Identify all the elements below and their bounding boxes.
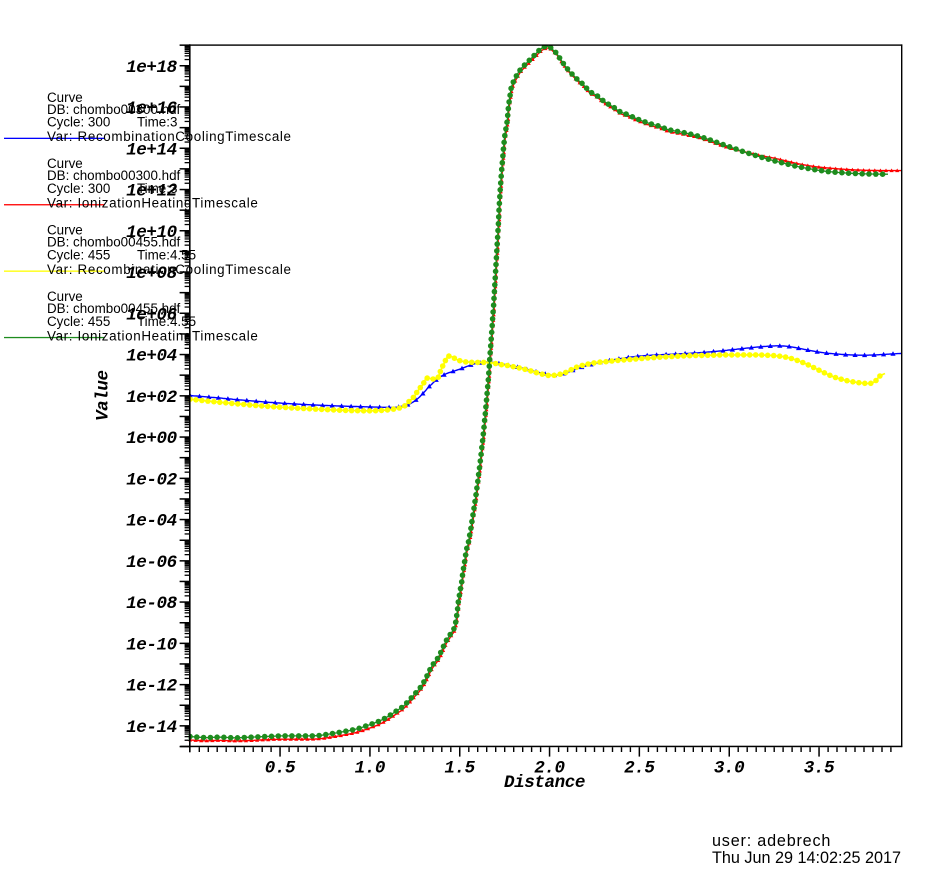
svg-text:DB: chombo00455.hdf: DB: chombo00455.hdf (47, 235, 181, 250)
svg-text:Thu Jun 29 14:02:25 2017: Thu Jun 29 14:02:25 2017 (712, 849, 901, 867)
svg-text:1e-08: 1e-08 (126, 594, 178, 614)
svg-text:Curve: Curve (47, 156, 83, 171)
svg-text:Cycle: 455: Cycle: 455 (47, 247, 110, 262)
svg-text:1.0: 1.0 (355, 758, 386, 778)
svg-text:1e+06: 1e+06 (126, 305, 178, 325)
svg-text:1e+14: 1e+14 (126, 140, 177, 160)
svg-text:1e+00: 1e+00 (126, 429, 178, 449)
svg-text:Time:3: Time:3 (137, 115, 177, 130)
svg-text:1e-10: 1e-10 (126, 636, 178, 656)
svg-text:Time:4.55: Time:4.55 (137, 247, 196, 262)
svg-text:DB: chombo00300.hdf: DB: chombo00300.hdf (47, 168, 181, 183)
svg-text:1e+12: 1e+12 (126, 182, 178, 202)
svg-text:DB: chombo00455.hdf: DB: chombo00455.hdf (47, 301, 181, 316)
svg-text:DB: chombo00300.hdf: DB: chombo00300.hdf (47, 102, 181, 117)
svg-text:Time:4.55: Time:4.55 (137, 314, 196, 329)
svg-text:Cycle: 300: Cycle: 300 (47, 181, 110, 196)
svg-text:1e-06: 1e-06 (126, 553, 178, 573)
svg-text:2.5: 2.5 (624, 758, 655, 778)
svg-text:3.0: 3.0 (714, 758, 745, 778)
svg-text:Var: RecombinationCoolingTimes: Var: RecombinationCoolingTimescale (47, 262, 292, 277)
svg-text:1e-14: 1e-14 (126, 718, 177, 738)
svg-text:2.0: 2.0 (534, 758, 565, 778)
svg-text:1e+04: 1e+04 (126, 347, 177, 367)
svg-text:Value: Value (93, 370, 113, 421)
svg-text:Curve: Curve (47, 90, 83, 105)
svg-text:Curve: Curve (47, 223, 83, 238)
svg-text:3.5: 3.5 (804, 758, 835, 778)
svg-text:1e+16: 1e+16 (126, 99, 178, 119)
svg-text:Distance: Distance (504, 773, 585, 793)
svg-text:user: adebrech: user: adebrech (712, 832, 831, 850)
svg-text:Curve: Curve (47, 289, 83, 304)
svg-text:1e-04: 1e-04 (126, 512, 177, 532)
svg-text:1e-12: 1e-12 (126, 677, 178, 697)
svg-text:1e-02: 1e-02 (126, 470, 178, 490)
svg-text:1e+18: 1e+18 (126, 58, 178, 78)
svg-text:Var: IonizationHeatingTimescal: Var: IonizationHeatingTimescale (47, 196, 258, 211)
svg-text:Var: RecombinationCoolingTimes: Var: RecombinationCoolingTimescale (47, 129, 292, 144)
svg-text:1e+10: 1e+10 (126, 223, 178, 243)
svg-text:1e+08: 1e+08 (126, 264, 178, 284)
svg-text:0.5: 0.5 (265, 758, 296, 778)
svg-text:Time:3: Time:3 (137, 181, 177, 196)
svg-text:Cycle: 300: Cycle: 300 (47, 115, 110, 130)
svg-text:Var: IonizationHeatingTimescal: Var: IonizationHeatingTimescale (47, 328, 258, 343)
svg-text:1.5: 1.5 (444, 758, 475, 778)
svg-text:Cycle: 455: Cycle: 455 (47, 314, 110, 329)
svg-text:1e+02: 1e+02 (126, 388, 178, 408)
